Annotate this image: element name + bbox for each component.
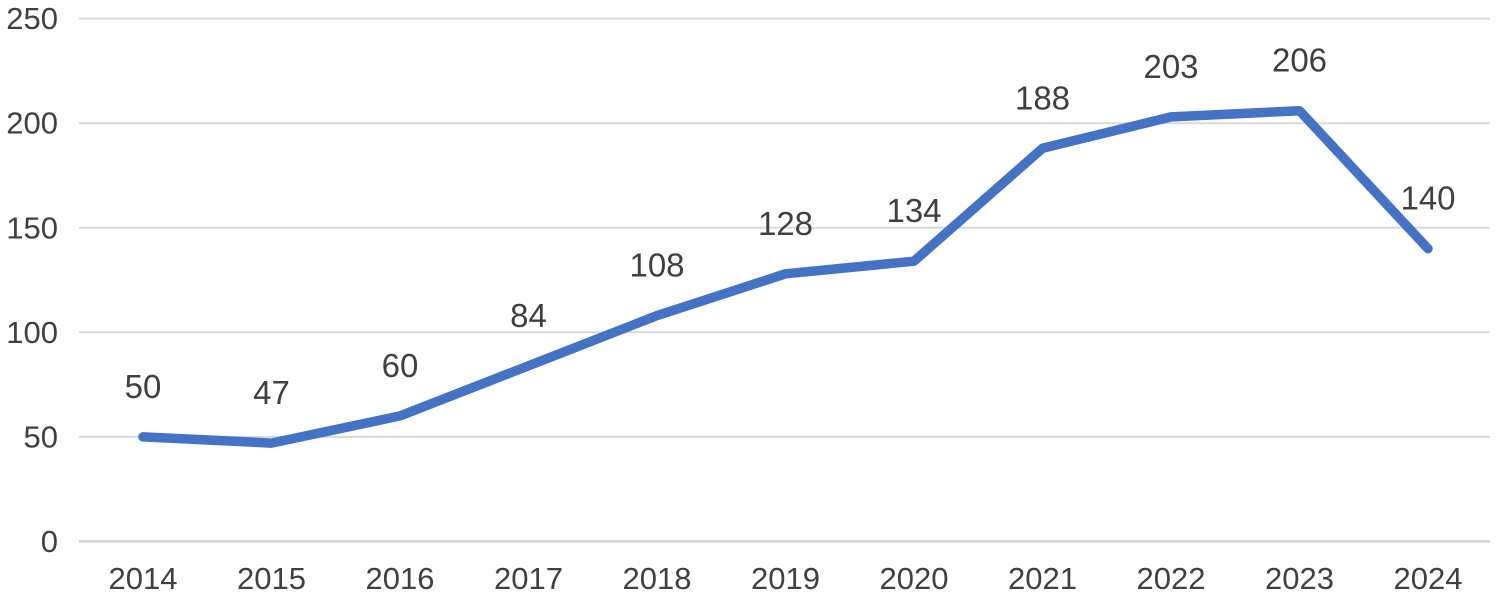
x-axis-tick-label: 2024 [1394, 561, 1463, 596]
x-axis-tick-label: 2014 [109, 561, 178, 596]
data-point-label: 108 [629, 247, 684, 284]
y-axis-tick-label: 100 [6, 315, 58, 350]
x-axis-tick-label: 2018 [623, 561, 692, 596]
data-point-label: 203 [1143, 48, 1198, 85]
data-point-label: 140 [1400, 180, 1455, 217]
series-line [138, 105, 1433, 448]
data-point-label: 128 [758, 205, 813, 242]
x-axis-tick-label: 2016 [366, 561, 435, 596]
data-point-label: 60 [382, 347, 419, 384]
data-point-label: 50 [125, 368, 162, 405]
y-axis-tick-label: 150 [6, 210, 58, 245]
y-axis-tick-label: 0 [41, 524, 58, 559]
x-axis-tick-label: 2022 [1137, 561, 1206, 596]
data-point-label: 134 [886, 192, 941, 229]
y-axis-tick-label: 50 [24, 419, 58, 454]
y-axis-tick-label: 250 [6, 1, 58, 36]
data-point-label: 47 [253, 374, 290, 411]
y-axis-tick-label: 200 [6, 106, 58, 141]
x-axis-tick-label: 2023 [1265, 561, 1334, 596]
data-point-label: 206 [1272, 42, 1327, 79]
data-point-label: 188 [1015, 79, 1070, 116]
x-axis-tick-label: 2015 [237, 561, 306, 596]
x-axis-tick-label: 2019 [751, 561, 820, 596]
x-axis-tick-label: 2020 [880, 561, 949, 596]
x-axis-tick-label: 2017 [494, 561, 563, 596]
x-axis-tick-label: 2021 [1008, 561, 1077, 596]
data-point-label: 84 [510, 297, 547, 334]
